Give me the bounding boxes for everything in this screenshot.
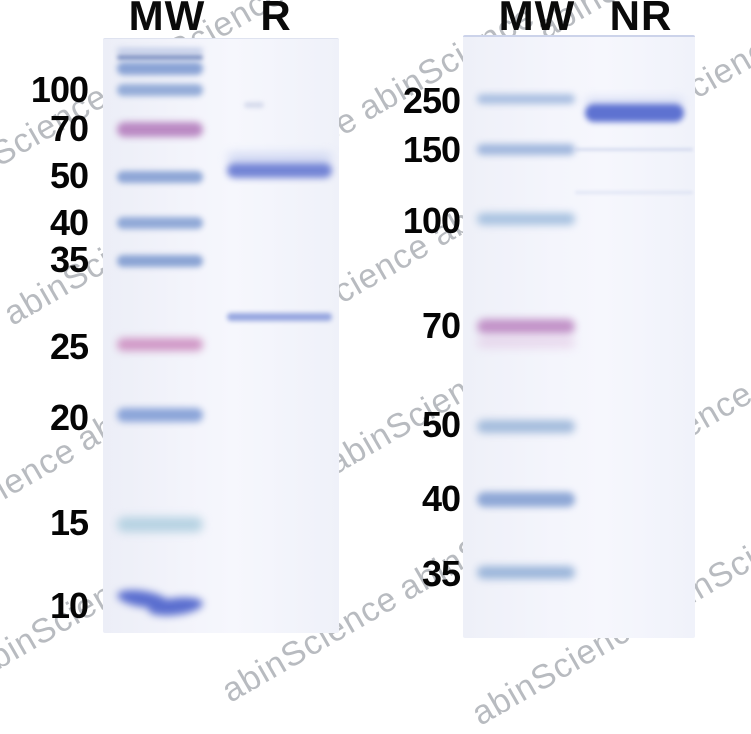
mw-label-35: 35 xyxy=(49,239,89,280)
ladder-band xyxy=(116,587,204,619)
ladder-band xyxy=(477,94,575,104)
mw-label-25: 25 xyxy=(49,326,89,367)
gel-image-nonreduced xyxy=(463,35,695,638)
ladder-band xyxy=(117,84,203,96)
sample-band xyxy=(227,162,332,178)
ladder-band xyxy=(477,419,575,433)
sample-band xyxy=(575,190,693,194)
ladder-band xyxy=(117,408,203,422)
mw-label-10: 10 xyxy=(49,585,89,626)
mw-label-100: 100 xyxy=(30,69,89,110)
lane-header-mw: MW xyxy=(498,0,576,39)
sample-band xyxy=(585,104,684,122)
sample-band xyxy=(227,153,332,163)
mw-label-15: 15 xyxy=(49,502,89,543)
lane-header-nr: NR xyxy=(609,0,673,39)
ladder-band xyxy=(117,337,203,351)
sample-band xyxy=(227,313,332,321)
sample-band xyxy=(575,147,693,151)
mw-label-40: 40 xyxy=(421,478,461,519)
ladder-band xyxy=(117,516,203,532)
lane-header-r: R xyxy=(260,0,292,39)
mw-label-100: 100 xyxy=(402,200,461,241)
ladder-band xyxy=(477,318,575,334)
mw-label-40: 40 xyxy=(49,202,89,243)
mw-label-250: 250 xyxy=(402,80,461,121)
ladder-band xyxy=(117,255,203,267)
ladder-band xyxy=(117,54,203,60)
lane-header-mw: MW xyxy=(128,0,206,39)
mw-label-50: 50 xyxy=(49,155,89,196)
mw-label-70: 70 xyxy=(49,108,89,149)
ladder-band xyxy=(117,217,203,229)
ladder-band xyxy=(477,565,575,579)
ladder-band xyxy=(117,61,203,75)
mw-label-35: 35 xyxy=(421,553,461,594)
ladder-band xyxy=(477,337,575,347)
mw-label-70: 70 xyxy=(421,305,461,346)
ladder-band xyxy=(477,213,575,225)
sample-band xyxy=(244,102,264,108)
watermark-text: abinScience xyxy=(0,431,83,563)
ladder-band xyxy=(477,491,575,507)
ladder-band xyxy=(477,143,575,155)
sample-band xyxy=(585,97,684,107)
ladder-band xyxy=(117,171,203,183)
gel-image-reduced xyxy=(103,38,339,633)
mw-label-150: 150 xyxy=(402,129,461,170)
ladder-band xyxy=(117,121,203,137)
mw-label-50: 50 xyxy=(421,404,461,445)
mw-label-20: 20 xyxy=(49,397,89,438)
ladder-band xyxy=(117,48,203,54)
